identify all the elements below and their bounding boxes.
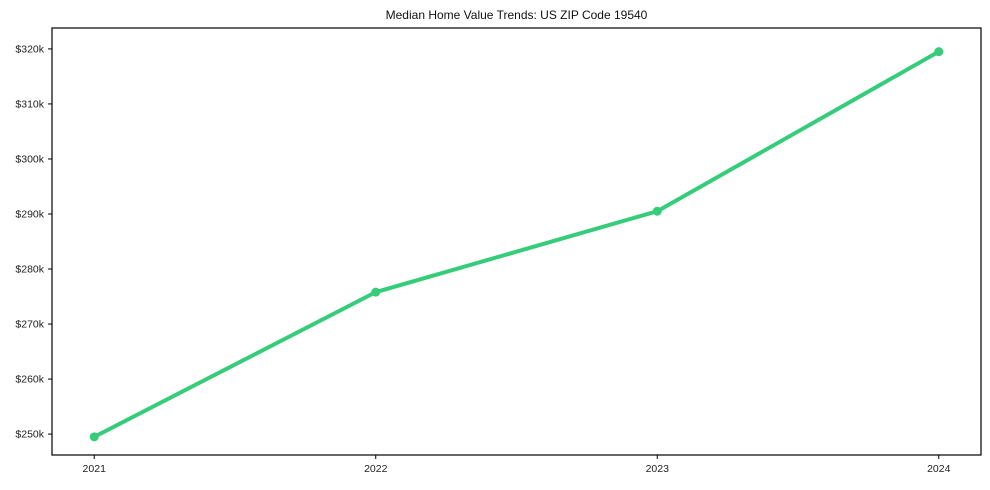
data-point-marker [89,432,99,442]
chart-title: Median Home Value Trends: US ZIP Code 19… [385,8,648,22]
data-point-marker [371,287,381,297]
y-axis-tick-label: $250k [15,429,44,441]
y-axis-tick-label: $320k [15,43,44,55]
y-axis-tick-label: $310k [15,98,44,110]
series-line [92,49,941,439]
plot-frame [51,27,982,456]
x-axis-tick-label: 2023 [646,463,670,475]
x-axis-tick-label: 2022 [364,463,388,475]
y-axis-tick-label: $260k [15,374,44,386]
y-axis-tick-label: $290k [15,208,44,220]
x-axis-tick-label: 2021 [83,463,107,475]
data-point-marker [934,47,944,57]
y-axis-tick-label: $270k [15,319,44,331]
data-point-marker [652,206,662,216]
y-axis-tick-label: $300k [15,153,44,165]
y-axis-tick-label: $280k [15,264,44,276]
x-axis-tick-label: 2024 [927,463,951,475]
